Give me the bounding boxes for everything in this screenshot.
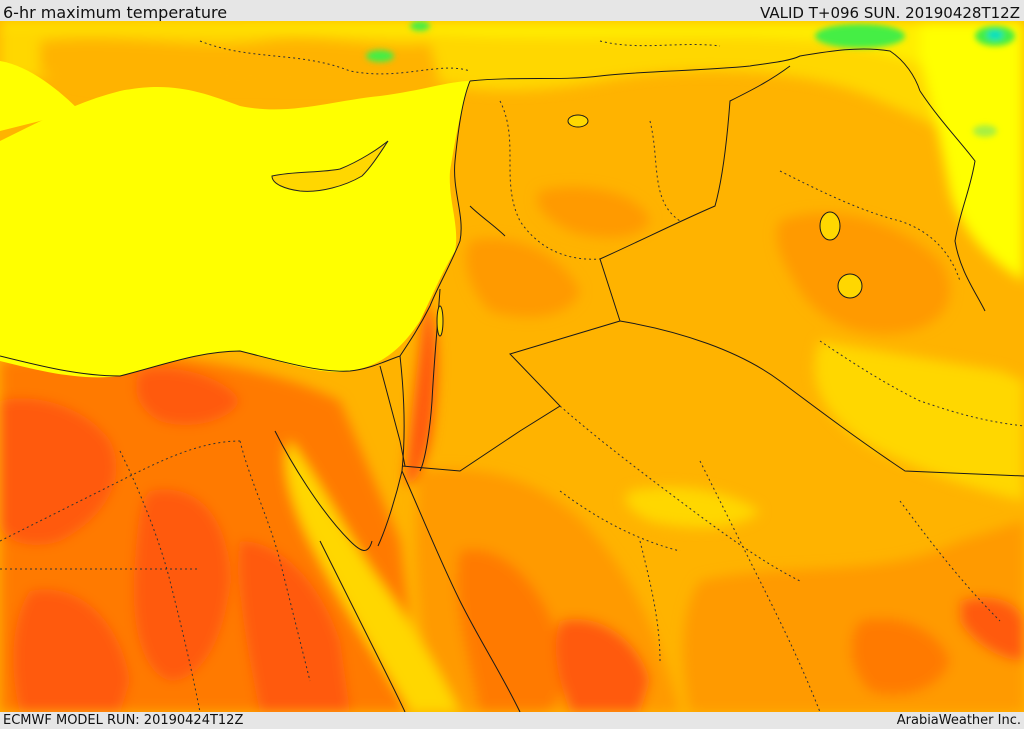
cyprus-island <box>271 140 389 192</box>
credit-label: ArabiaWeather Inc. <box>896 713 1021 728</box>
temperature-field <box>0 21 1024 712</box>
mediterranean-sea <box>0 81 470 378</box>
map-title: 6-hr maximum temperature <box>3 3 228 22</box>
model-run-label: ECMWF MODEL RUN: 20190424T12Z <box>3 713 244 728</box>
valid-time: VALID T+096 SUN. 20190428T12Z <box>760 4 1020 22</box>
lakes <box>436 114 863 337</box>
map-canvas <box>0 21 1024 712</box>
header-bar: 6-hr maximum temperature VALID T+096 SUN… <box>0 0 1024 22</box>
temperature-map <box>0 21 1024 712</box>
borders <box>0 48 1024 712</box>
cold-spots <box>366 21 1015 137</box>
footer-bar: ECMWF MODEL RUN: 20190424T12Z ArabiaWeat… <box>0 712 1024 729</box>
province-lines <box>0 40 1024 712</box>
